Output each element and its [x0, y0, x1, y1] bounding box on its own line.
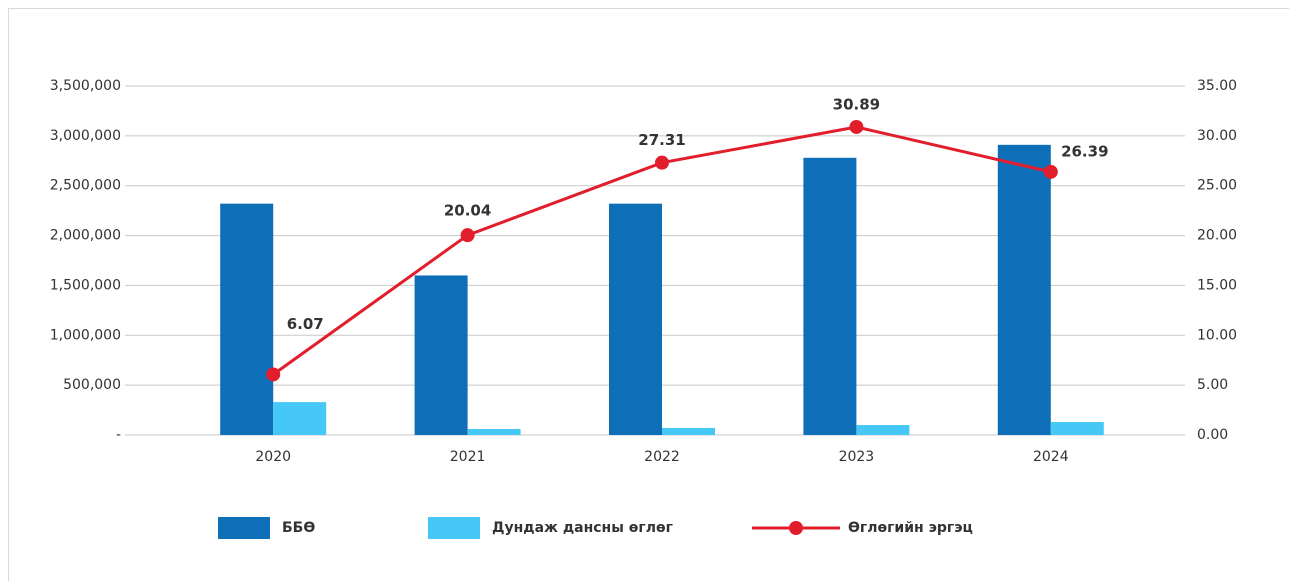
x-tick-label: 2023 — [839, 449, 875, 465]
chart-frame — [8, 8, 1289, 581]
y-tick-label: 2,000,000 — [50, 228, 121, 244]
y2-tick-label: 10.00 — [1197, 327, 1237, 343]
bar — [414, 275, 468, 435]
line-point — [655, 155, 669, 170]
line-point — [460, 228, 475, 243]
x-tick-label: 2022 — [644, 449, 680, 465]
x-tick-label: 2024 — [1033, 449, 1069, 465]
bar — [662, 428, 715, 435]
legend-label: ББӨ — [282, 520, 315, 536]
bar — [609, 203, 662, 435]
legend-swatch — [218, 517, 270, 539]
data-label: 20.04 — [444, 202, 491, 220]
y-tick-label: 1,000,000 — [50, 327, 121, 343]
data-label: 27.31 — [638, 131, 685, 149]
data-label: 26.39 — [1061, 142, 1108, 160]
line-point — [849, 119, 864, 134]
legend-swatch — [789, 521, 803, 535]
y2-tick-label: 35.00 — [1197, 78, 1237, 94]
legend-label: Өглөгийн эргэц — [848, 520, 973, 536]
y2-tick-label: 0.00 — [1197, 427, 1228, 443]
line-point — [1043, 164, 1058, 179]
data-label: 6.07 — [287, 315, 324, 333]
x-tick-label: 2020 — [255, 449, 291, 465]
bar — [856, 425, 910, 435]
x-tick-label: 2021 — [450, 449, 486, 465]
bar — [1050, 422, 1104, 435]
line-point — [266, 367, 281, 382]
y-tick-label: 500,000 — [63, 377, 121, 393]
legend-swatch — [428, 517, 480, 539]
bar — [273, 402, 327, 435]
legend-label: Дундаж дансны өглөг — [492, 520, 673, 536]
y-tick-label: 3,000,000 — [50, 128, 121, 144]
bar — [997, 144, 1051, 435]
y-tick-label: 2,500,000 — [50, 178, 121, 194]
y-tick-label: - — [116, 427, 121, 443]
y2-tick-label: 25.00 — [1197, 178, 1237, 194]
y2-tick-label: 30.00 — [1197, 128, 1237, 144]
data-label: 30.89 — [833, 95, 880, 113]
bar — [220, 203, 274, 435]
bar — [803, 157, 857, 435]
y2-tick-label: 20.00 — [1197, 228, 1237, 244]
bar — [467, 429, 521, 435]
y-tick-label: 1,500,000 — [50, 277, 121, 293]
y2-tick-label: 15.00 — [1197, 277, 1237, 293]
y2-tick-label: 5.00 — [1197, 377, 1228, 393]
y-tick-label: 3,500,000 — [50, 78, 121, 94]
